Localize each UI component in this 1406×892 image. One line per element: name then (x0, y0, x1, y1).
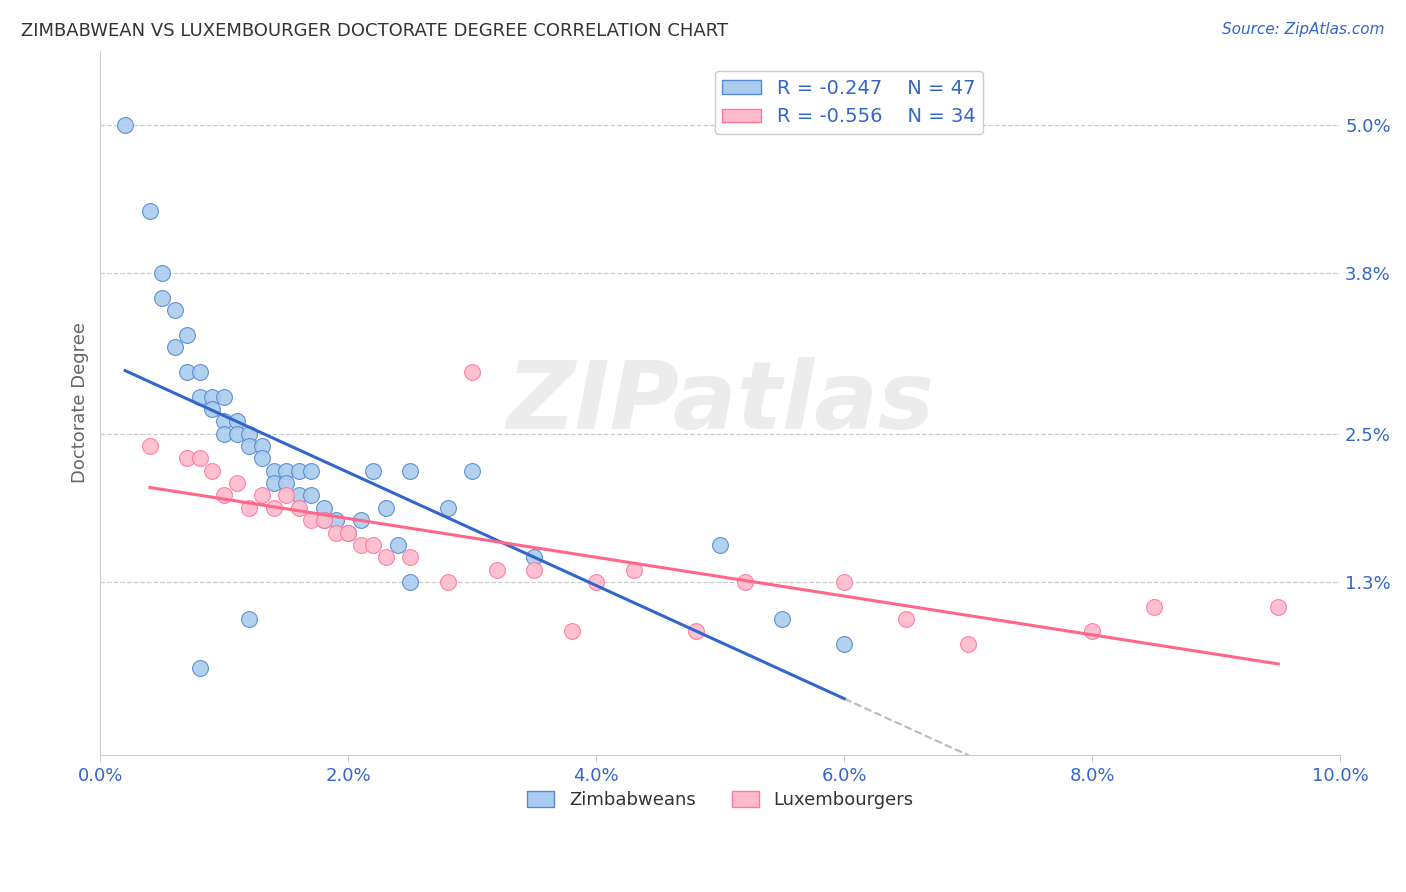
Point (299, 513, 322, 527)
Point (623, 563, 645, 577)
Point (287, 500, 309, 515)
Point (399, 464, 422, 478)
Point (176, 365, 198, 379)
Point (225, 476, 247, 491)
Point (238, 500, 260, 515)
Point (299, 464, 322, 478)
Point (263, 476, 285, 491)
Point (114, 118, 136, 132)
Legend: Zimbabweans, Luxembourgers: Zimbabweans, Luxembourgers (520, 783, 921, 816)
Point (461, 365, 484, 379)
Point (225, 426, 247, 441)
Point (361, 538, 384, 552)
Point (214, 488, 236, 502)
Point (276, 464, 298, 478)
Point (176, 327, 198, 342)
Point (709, 538, 731, 552)
Point (387, 538, 409, 552)
Point (523, 563, 546, 577)
Point (299, 488, 322, 502)
Point (214, 390, 236, 404)
Point (399, 550, 422, 565)
Point (263, 500, 285, 515)
Point (337, 525, 360, 540)
Point (1143, 599, 1166, 614)
Point (263, 464, 285, 478)
Point (585, 574, 607, 589)
Point (287, 464, 309, 478)
Point (287, 488, 309, 502)
Point (325, 525, 347, 540)
Point (560, 624, 582, 639)
Point (312, 513, 335, 527)
Point (350, 538, 373, 552)
Point (163, 340, 186, 354)
Point (201, 464, 224, 478)
Point (188, 390, 211, 404)
Point (374, 550, 396, 565)
Point (461, 464, 484, 478)
Point (832, 574, 855, 589)
Point (188, 451, 211, 466)
Point (250, 488, 273, 502)
Point (139, 439, 162, 453)
Point (1081, 624, 1104, 639)
Point (896, 612, 918, 626)
Point (150, 266, 173, 280)
Point (312, 500, 335, 515)
Point (436, 574, 458, 589)
Text: Source: ZipAtlas.com: Source: ZipAtlas.com (1222, 22, 1385, 37)
Point (312, 513, 335, 527)
Point (436, 500, 458, 515)
Point (238, 439, 260, 453)
Point (832, 637, 855, 651)
Point (350, 513, 373, 527)
Point (957, 637, 980, 651)
Point (276, 488, 298, 502)
Point (238, 426, 260, 441)
Point (337, 525, 360, 540)
Point (770, 612, 793, 626)
Point (399, 574, 422, 589)
Text: ZIPatlas: ZIPatlas (506, 357, 935, 449)
Point (188, 365, 211, 379)
Point (238, 612, 260, 626)
Point (276, 476, 298, 491)
Point (486, 563, 509, 577)
Point (188, 661, 211, 675)
Point (225, 414, 247, 428)
Point (163, 303, 186, 318)
Point (214, 426, 236, 441)
Point (361, 464, 384, 478)
Y-axis label: Doctorate Degree: Doctorate Degree (72, 322, 89, 483)
Point (734, 574, 756, 589)
Point (250, 439, 273, 453)
Point (176, 451, 198, 466)
Point (201, 401, 224, 416)
Point (1267, 599, 1289, 614)
Point (523, 550, 546, 565)
Point (214, 414, 236, 428)
Point (685, 624, 707, 639)
Point (201, 390, 224, 404)
Point (250, 451, 273, 466)
Point (150, 291, 173, 305)
Point (325, 513, 347, 527)
Point (139, 204, 162, 219)
Point (374, 500, 396, 515)
Text: ZIMBABWEAN VS LUXEMBOURGER DOCTORATE DEGREE CORRELATION CHART: ZIMBABWEAN VS LUXEMBOURGER DOCTORATE DEG… (21, 22, 728, 40)
